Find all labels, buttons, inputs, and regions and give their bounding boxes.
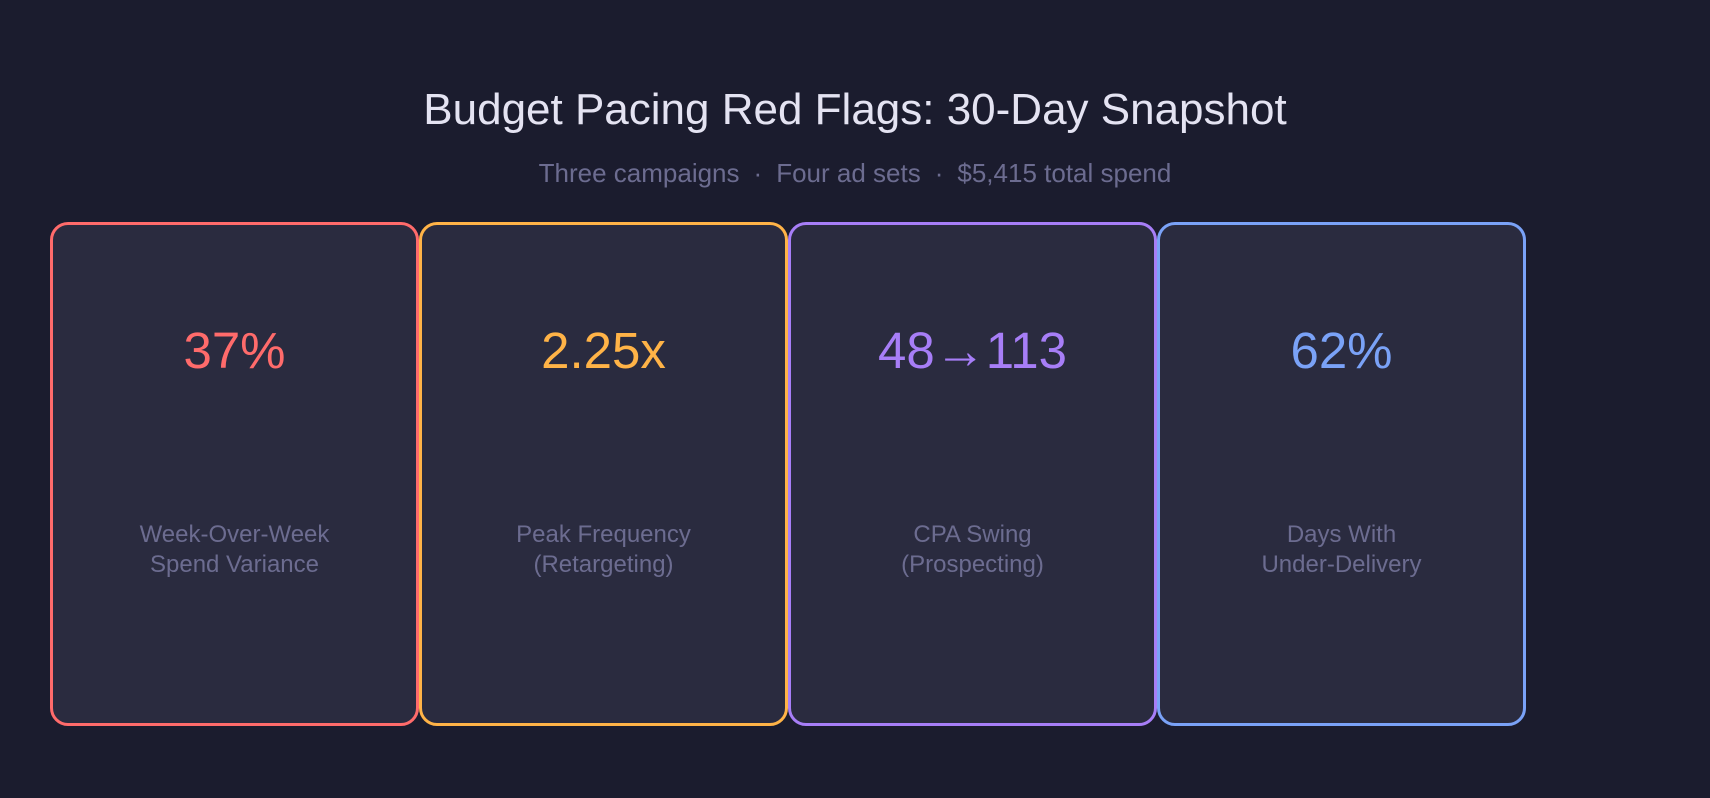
kpi-value: 2.25x — [541, 322, 666, 379]
subtitle-separator: · — [934, 158, 944, 188]
kpi-label-line: (Retargeting) — [533, 551, 674, 578]
kpi-label-line: Peak Frequency — [516, 521, 691, 548]
kpi-label-line: Under-Delivery — [1261, 551, 1422, 578]
subtitle-total-spend: $5,415 total spend — [957, 158, 1172, 188]
subtitle-separator: · — [753, 158, 763, 188]
kpi-label-line: Spend Variance — [149, 551, 319, 578]
page-title: Budget Pacing Red Flags: 30-Day Snapshot — [423, 85, 1287, 134]
kpi-label-line: (Prospecting) — [901, 551, 1044, 578]
kpi-label: Days With Under-Delivery — [1160, 520, 1523, 580]
subtitle-campaigns: Three campaigns — [538, 158, 740, 188]
kpi-card-under-delivery: 62% Days With Under-Delivery — [1157, 222, 1526, 726]
kpi-label: Week-Over-Week Spend Variance — [53, 520, 416, 580]
kpi-label: CPA Swing (Prospecting) — [791, 520, 1154, 580]
kpi-value: 48→113 — [877, 322, 1068, 379]
kpi-label-line: Week-Over-Week — [139, 521, 330, 548]
kpi-label: Peak Frequency (Retargeting) — [422, 520, 785, 580]
kpi-value: 37% — [183, 322, 286, 379]
kpi-label-line: CPA Swing — [913, 521, 1032, 548]
kpi-card-row: 37% Week-Over-Week Spend Variance 2.25x … — [50, 222, 1526, 726]
subtitle-ad-sets: Four ad sets — [776, 158, 921, 188]
kpi-card-peak-frequency: 2.25x Peak Frequency (Retargeting) — [419, 222, 788, 726]
kpi-card-cpa-swing: 48→113 CPA Swing (Prospecting) — [788, 222, 1157, 726]
kpi-label-line: Days With — [1286, 521, 1397, 548]
page-subtitle: Three campaigns · Four ad sets · $5,415 tota… — [0, 157, 1710, 189]
kpi-value: 62% — [1290, 322, 1393, 379]
kpi-card-spend-variance: 37% Week-Over-Week Spend Variance — [50, 222, 419, 726]
